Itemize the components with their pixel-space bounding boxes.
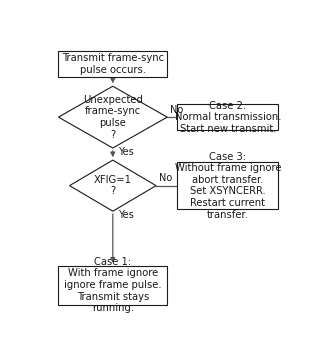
Text: Case 2:
Normal transmission.
Start new transmit.: Case 2: Normal transmission. Start new t…: [174, 101, 281, 134]
Bar: [58, 266, 167, 305]
Bar: [177, 162, 278, 209]
Text: Yes: Yes: [118, 147, 133, 157]
Polygon shape: [58, 86, 167, 148]
Text: Case 1:
With frame ignore
ignore frame pulse.
Transmit stays
running.: Case 1: With frame ignore ignore frame p…: [64, 257, 162, 313]
Text: Case 3:
Without frame ignore
abort transfer.
Set XSYNCERR.
Restart current
trans: Case 3: Without frame ignore abort trans…: [174, 152, 281, 220]
Bar: [58, 51, 167, 77]
Text: No: No: [170, 105, 183, 115]
Text: XFIG=1
?: XFIG=1 ?: [94, 175, 132, 196]
Text: Yes: Yes: [118, 210, 133, 220]
Text: Unexpected
frame-sync
pulse
?: Unexpected frame-sync pulse ?: [83, 95, 143, 140]
Bar: [177, 104, 278, 130]
Text: Transmit frame-sync
pulse occurs.: Transmit frame-sync pulse occurs.: [62, 53, 164, 75]
Polygon shape: [70, 160, 156, 211]
Text: No: No: [159, 173, 172, 183]
